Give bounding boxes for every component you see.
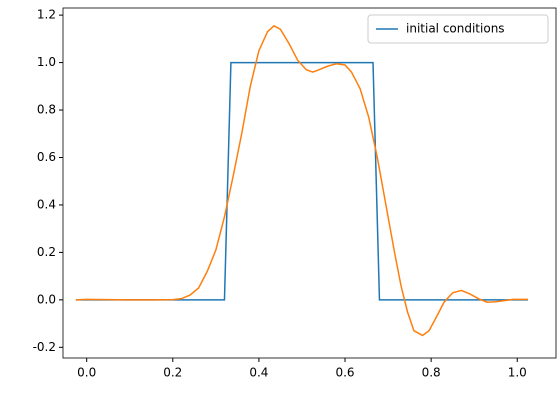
- line: [75, 24, 529, 337]
- legend: [367, 14, 549, 44]
- y-tick-label: 1.0: [37, 55, 56, 69]
- y-tick-label: 0.6: [37, 150, 56, 164]
- y-tick-label: 0.4: [37, 197, 56, 211]
- x-tick-label: 0.6: [335, 366, 354, 380]
- y-tick-label: 0.2: [37, 245, 56, 259]
- y-tick-label: 0.0: [37, 292, 56, 306]
- y-tick-label: 0.8: [37, 103, 56, 117]
- x-tick-label: 0.8: [422, 366, 441, 380]
- x-tick-label: 0.2: [163, 366, 182, 380]
- plot-frame: [62, 7, 557, 359]
- x-tick-label: 1.0: [508, 366, 527, 380]
- legend-label: initial conditions: [406, 22, 505, 36]
- x-tick-label: 0.4: [249, 366, 268, 380]
- x-tick-label: 0.0: [77, 366, 96, 380]
- y-tick-label: 1.2: [37, 8, 56, 22]
- y-tick-label: -0.2: [33, 340, 56, 354]
